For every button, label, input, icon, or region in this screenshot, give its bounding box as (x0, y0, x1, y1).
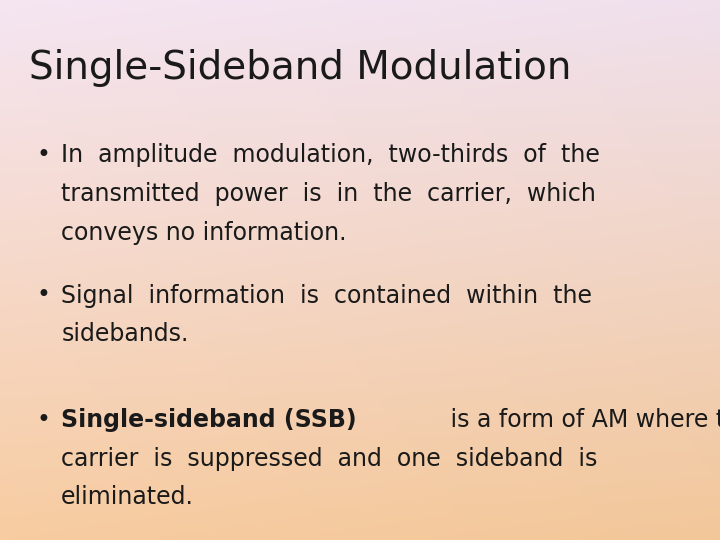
Text: is a form of AM where the: is a form of AM where the (443, 408, 720, 431)
Text: eliminated.: eliminated. (61, 485, 194, 509)
Text: •: • (36, 284, 50, 307)
Text: transmitted  power  is  in  the  carrier,  which: transmitted power is in the carrier, whi… (61, 182, 596, 206)
Text: •: • (36, 408, 50, 431)
Text: Single-sideband (SSB): Single-sideband (SSB) (61, 408, 357, 431)
Text: Single-Sideband Modulation: Single-Sideband Modulation (29, 49, 571, 86)
Text: •: • (36, 143, 50, 167)
Text: In  amplitude  modulation,  two-thirds  of  the: In amplitude modulation, two-thirds of t… (61, 143, 600, 167)
Text: sidebands.: sidebands. (61, 322, 189, 346)
Text: conveys no information.: conveys no information. (61, 221, 347, 245)
Text: Signal  information  is  contained  within  the: Signal information is contained within t… (61, 284, 593, 307)
Text: carrier  is  suppressed  and  one  sideband  is: carrier is suppressed and one sideband i… (61, 447, 598, 470)
